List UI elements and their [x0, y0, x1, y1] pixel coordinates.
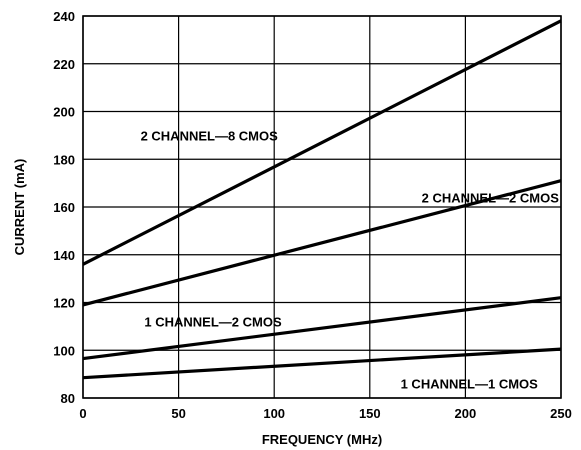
series-lines [82, 19, 562, 380]
y-tick-label: 100 [53, 343, 75, 358]
x-axis-title: FREQUENCY (MHz) [262, 432, 382, 447]
y-tick-label: 120 [53, 296, 75, 311]
series-label-1: 2 CHANNEL—2 CMOS [422, 190, 560, 205]
y-tick-label: 180 [53, 152, 75, 167]
y-tick-label: 200 [53, 105, 75, 120]
y-tick-labels: 80 100 120 140 160 180 200 220 240 [53, 9, 75, 406]
grid [82, 15, 562, 399]
x-tick-label: 50 [171, 406, 185, 421]
series-line-1 [82, 179, 562, 307]
plot-frame [82, 15, 562, 399]
series-label-0: 2 CHANNEL—8 CMOS [141, 128, 279, 143]
x-tick-label: 100 [263, 406, 285, 421]
x-tick-label: 150 [359, 406, 381, 421]
y-tick-label: 240 [53, 9, 75, 24]
x-tick-labels: 0 50 100 150 200 250 [79, 406, 571, 421]
series-label-2: 1 CHANNEL—2 CMOS [144, 315, 282, 330]
series-line-3 [82, 347, 562, 380]
y-tick-label: 220 [53, 57, 75, 72]
x-tick-label: 0 [79, 406, 86, 421]
y-tick-label: 160 [53, 200, 75, 215]
series-label-3: 1 CHANNEL—1 CMOS [401, 377, 539, 392]
x-tick-label: 250 [550, 406, 572, 421]
series-line-0 [82, 19, 562, 266]
y-tick-label: 80 [61, 391, 75, 406]
y-tick-label: 140 [53, 248, 75, 263]
x-tick-label: 200 [455, 406, 477, 421]
series-line-2 [82, 296, 562, 361]
series-labels: 2 CHANNEL—8 CMOS 2 CHANNEL—2 CMOS 1 CHANNE… [141, 128, 560, 391]
y-axis-title: CURRENT (mA) [12, 159, 27, 256]
